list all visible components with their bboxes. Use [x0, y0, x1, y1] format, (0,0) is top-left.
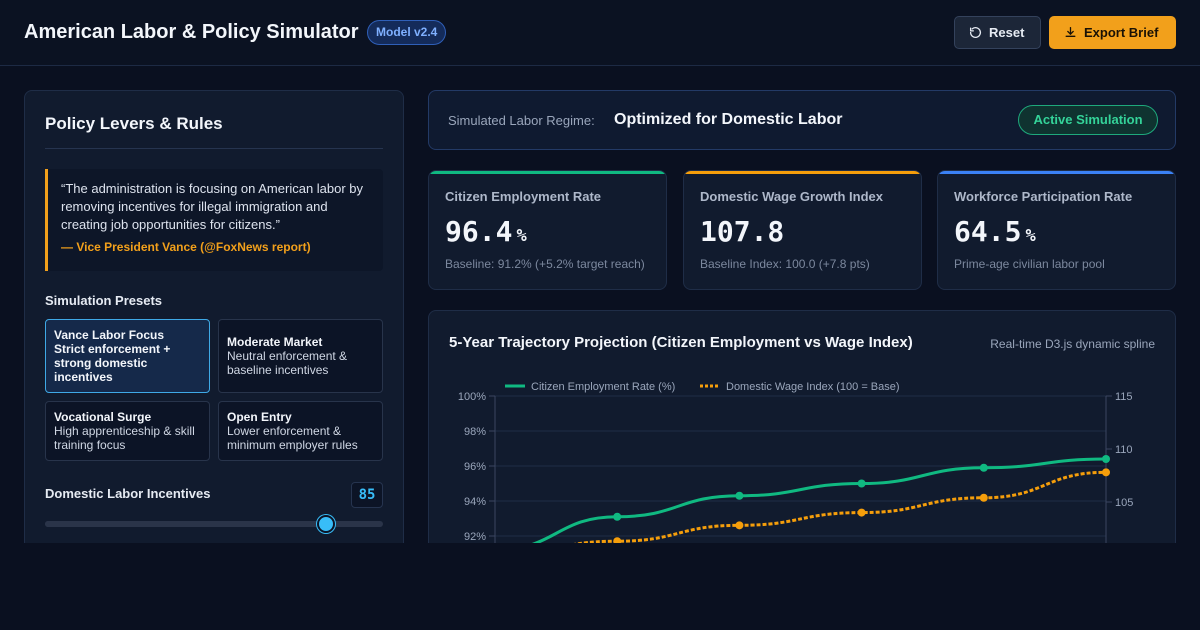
- kpi-unit: %: [1025, 226, 1036, 246]
- preset-desc: Lower enforcement & minimum employer rul…: [227, 424, 358, 452]
- kpi-accent-bar: [429, 171, 666, 174]
- preset-vance-labor-focus[interactable]: Vance Labor Focus Strict enforcement + s…: [45, 319, 210, 393]
- preset-desc: Neutral enforcement & baseline incentive…: [227, 349, 348, 377]
- preset-moderate-market[interactable]: Moderate Market Neutral enforcement & ba…: [218, 319, 383, 393]
- reset-label: Reset: [989, 25, 1025, 40]
- incentives-slider[interactable]: [45, 515, 383, 533]
- top-bar: American Labor & Policy Simulator Model …: [0, 0, 1200, 66]
- y-right-tick-label: 110: [1115, 444, 1133, 456]
- divider: [45, 148, 383, 149]
- kpi-value: 64.5%: [954, 215, 1036, 248]
- preset-desc: Strict enforcement + strong domestic inc…: [54, 342, 171, 384]
- kpi-number: 107.8: [700, 215, 785, 248]
- export-brief-button[interactable]: Export Brief: [1049, 16, 1176, 49]
- kpi-subtext: Baseline Index: 100.0 (+7.8 pts): [700, 257, 870, 271]
- legend-label-wage: Domestic Wage Index (100 = Base): [726, 381, 900, 393]
- regime-label: Simulated Labor Regime:: [448, 113, 595, 128]
- slider-thumb[interactable]: [316, 515, 335, 533]
- quote-author: — Vice President Vance (@FoxNews report): [61, 240, 311, 254]
- reset-icon: [969, 26, 981, 38]
- chart-note: Real-time D3.js dynamic spline: [990, 337, 1155, 351]
- export-label: Export Brief: [1084, 25, 1159, 40]
- download-icon: [1065, 26, 1076, 37]
- status-badge: Active Simulation: [1018, 105, 1158, 135]
- chart-title: 5-Year Trajectory Projection (Citizen Em…: [449, 334, 913, 351]
- y-left-tick-label: 92%: [464, 531, 486, 543]
- employment-line: [494, 457, 1107, 552]
- employment-point: [613, 512, 622, 521]
- y-left-tick-label: 100%: [458, 391, 486, 403]
- preset-name: Open Entry: [227, 410, 292, 424]
- kpi-label: Domestic Wage Growth Index: [700, 189, 883, 204]
- y-left-tick-label: 94%: [464, 496, 486, 508]
- preset-vocational-surge[interactable]: Vocational Surge High apprenticeship & s…: [45, 401, 210, 461]
- kpi-accent-bar: [684, 171, 921, 174]
- wage-index-point: [857, 508, 866, 517]
- kpi-label: Workforce Participation Rate: [954, 189, 1133, 204]
- presets-title: Simulation Presets: [45, 293, 163, 308]
- preset-name: Vance Labor Focus: [54, 328, 165, 342]
- quote-text: “The administration is focusing on Ameri…: [61, 181, 364, 232]
- reset-button[interactable]: Reset: [954, 16, 1041, 49]
- policy-panel: Policy Levers & Rules “The administratio…: [24, 90, 404, 560]
- employment-point: [1102, 455, 1110, 463]
- preset-desc: High apprenticeship & skill training foc…: [54, 424, 195, 452]
- preset-name: Vocational Surge: [54, 410, 152, 424]
- regime-bar: Simulated Labor Regime: Optimized for Do…: [428, 90, 1176, 150]
- slider-label: Domestic Labor Incentives: [45, 486, 211, 501]
- trajectory-chart: 100% 98% 96% 94% 92% 115 110 105 Citizen Employm…: [458, 381, 1133, 559]
- kpi-value: 96.4%: [445, 215, 527, 248]
- preset-name: Moderate Market: [227, 335, 323, 349]
- kpi-unit: %: [516, 226, 527, 246]
- app-title: American Labor & Policy Simulator: [24, 21, 359, 43]
- y-left-tick-label: 98%: [464, 426, 486, 438]
- version-badge: Model v2.4: [367, 20, 447, 45]
- legend-label-employment: Citizen Employment Rate (%): [531, 381, 675, 393]
- kpi-accent-bar: [938, 171, 1175, 174]
- kpi-card-employment: Citizen Employment Rate 96.4% Baseline: …: [428, 170, 667, 290]
- wage-index-line: [494, 470, 1107, 557]
- slider-value: 85: [351, 482, 383, 508]
- y-right-tick-label: 105: [1115, 497, 1133, 509]
- regime-value: Optimized for Domestic Labor: [614, 111, 843, 128]
- kpi-subtext: Prime-age civilian labor pool: [954, 257, 1105, 271]
- trajectory-chart-panel: 5-Year Trajectory Projection (Citizen Em…: [428, 310, 1176, 560]
- kpi-label: Citizen Employment Rate: [445, 189, 602, 204]
- y-right-tick-label: 115: [1115, 391, 1133, 403]
- y-left-tick-label: 96%: [464, 461, 486, 473]
- kpi-card-wage: Domestic Wage Growth Index 107.8 Baselin…: [683, 170, 922, 290]
- employment-point: [857, 479, 866, 488]
- kpi-subtext: Baseline: 91.2% (+5.2% target reach): [445, 257, 645, 271]
- preset-open-entry[interactable]: Open Entry Lower enforcement & minimum e…: [218, 401, 383, 461]
- employment-point: [979, 463, 988, 472]
- panel-title: Policy Levers & Rules: [45, 114, 223, 133]
- kpi-card-participation: Workforce Participation Rate 64.5% Prime…: [937, 170, 1176, 290]
- wage-index-point: [979, 493, 988, 502]
- wage-index-point: [1102, 468, 1110, 477]
- kpi-value: 107.8: [700, 215, 788, 248]
- kpi-number: 96.4: [445, 215, 513, 248]
- quote-block: “The administration is focusing on Ameri…: [45, 169, 383, 271]
- wage-index-point: [735, 521, 744, 530]
- kpi-number: 64.5: [954, 215, 1022, 248]
- page-bottom-area: [0, 543, 1200, 630]
- slider-fill: [45, 521, 326, 527]
- employment-point: [735, 491, 744, 500]
